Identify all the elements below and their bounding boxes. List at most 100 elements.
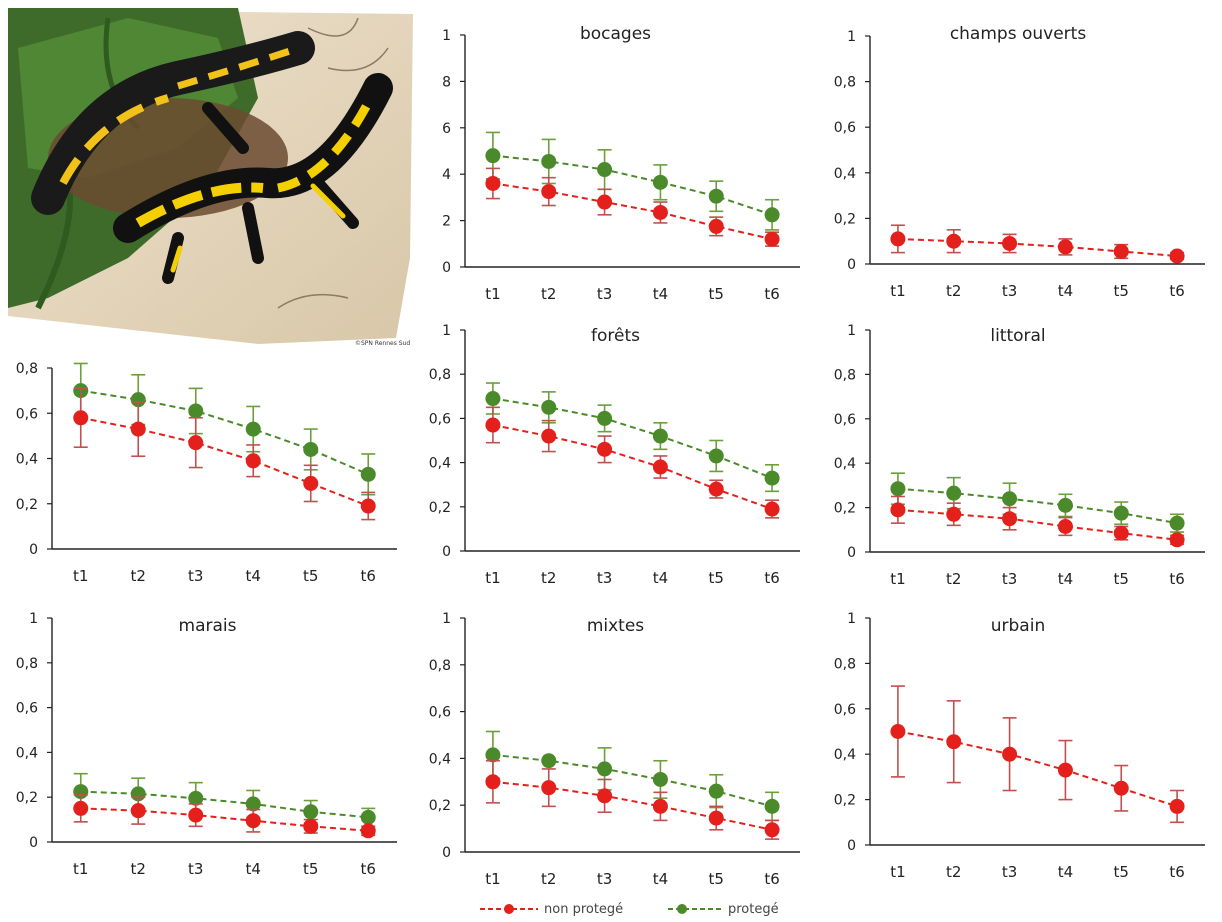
data-point-protected bbox=[541, 753, 557, 769]
data-point-non-protected bbox=[1169, 532, 1185, 548]
x-tick-label: t3 bbox=[1002, 863, 1017, 881]
series-line-non-protected bbox=[492, 780, 773, 831]
data-point-non-protected bbox=[245, 453, 261, 469]
y-tick-label: 0 bbox=[442, 544, 451, 560]
y-tick-label: 6 bbox=[442, 121, 451, 137]
x-tick-label: t2 bbox=[541, 285, 556, 303]
data-point-protected bbox=[485, 747, 501, 763]
data-point-non-protected bbox=[946, 506, 962, 522]
data-point-protected bbox=[485, 148, 501, 164]
y-tick-label: 1 bbox=[442, 28, 451, 44]
y-tick-label: 0,8 bbox=[16, 361, 38, 377]
x-tick-label: t4 bbox=[1058, 570, 1073, 588]
y-tick-label: 0 bbox=[29, 835, 38, 851]
data-point-protected bbox=[360, 466, 376, 482]
x-tick-label: t5 bbox=[709, 285, 724, 303]
x-tick-label: t6 bbox=[361, 567, 376, 585]
data-point-non-protected bbox=[1113, 780, 1129, 796]
data-point-non-protected bbox=[130, 803, 146, 819]
y-tick-label: 0,6 bbox=[16, 701, 38, 717]
chart-panel-urbain: 0 0,2 0,4 0,6 0,8 1 t1 t2 t3 t4 t5 t6 urbain bbox=[818, 598, 1218, 898]
data-point-protected bbox=[360, 809, 376, 825]
chart-panel-mixtes: 0 0,2 0,4 0,6 0,8 1 t1 t2 t3 t4 t5 t6 mixtes bbox=[418, 598, 813, 898]
data-point-protected bbox=[890, 481, 906, 497]
data-point-protected bbox=[597, 410, 613, 426]
data-point-non-protected bbox=[946, 233, 962, 249]
chart-panel-bocages: 0 2 4 6 8 1 t1 t2 t3 t4 t5 t6 bocages bbox=[418, 6, 813, 306]
x-tick-label: t5 bbox=[709, 870, 724, 888]
series-line-protected bbox=[492, 753, 773, 808]
series-line-non-protected bbox=[492, 424, 773, 510]
data-point-non-protected bbox=[303, 475, 319, 491]
data-point-protected bbox=[245, 796, 261, 812]
x-tick-label: t6 bbox=[361, 860, 376, 878]
x-tick-label: t2 bbox=[946, 570, 961, 588]
legend-protected-label: protegé bbox=[728, 902, 779, 917]
data-point-protected bbox=[303, 804, 319, 820]
data-point-non-protected bbox=[1169, 248, 1185, 264]
series-line-protected bbox=[492, 154, 773, 216]
y-tick-label: 0,2 bbox=[834, 211, 856, 227]
chart-untitled: 0 0,2 0,4 0,6 0,8 t1 t2 t3 t4 t5 t6 bbox=[16, 361, 397, 585]
data-point-non-protected bbox=[541, 428, 557, 444]
x-tick-label: t4 bbox=[653, 285, 668, 303]
data-point-non-protected bbox=[652, 798, 668, 814]
x-tick-label: t3 bbox=[597, 569, 612, 587]
y-tick-label: 0 bbox=[847, 545, 856, 561]
y-tick-label: 0,8 bbox=[834, 367, 856, 383]
x-tick-label: t4 bbox=[1058, 863, 1073, 881]
data-point-protected bbox=[764, 470, 780, 486]
x-tick-label: t1 bbox=[73, 860, 88, 878]
x-tick-label: t3 bbox=[597, 285, 612, 303]
chart-forets: 0 0,2 0,4 0,6 0,8 1 t1 t2 t3 t4 t5 t6 bbox=[429, 323, 800, 587]
y-tick-label: 0,2 bbox=[16, 497, 38, 513]
y-tick-label: 0,4 bbox=[834, 456, 856, 472]
chart-legend: non protegé protegé bbox=[478, 898, 838, 920]
y-tick-label: 0,6 bbox=[834, 702, 856, 718]
x-tick-label: t4 bbox=[246, 567, 261, 585]
y-tick-label: 0,8 bbox=[429, 367, 451, 383]
chart-champs-ouverts: 0 0,2 0,4 0,6 0,8 1 t1 t2 t3 t4 t5 t6 bbox=[834, 29, 1205, 300]
data-point-non-protected bbox=[188, 435, 204, 451]
x-tick-label: t5 bbox=[303, 860, 318, 878]
chart-littoral: 0 0,2 0,4 0,6 0,8 1 t1 t2 t3 t4 t5 t6 bbox=[834, 323, 1205, 588]
x-tick-label: t2 bbox=[946, 863, 961, 881]
x-tick-label: t3 bbox=[1002, 570, 1017, 588]
y-tick-label: 1 bbox=[847, 611, 856, 627]
data-point-protected bbox=[764, 798, 780, 814]
data-point-protected bbox=[597, 162, 613, 178]
data-point-protected bbox=[541, 153, 557, 169]
y-tick-label: 0,8 bbox=[834, 656, 856, 672]
y-tick-label: 1 bbox=[847, 29, 856, 45]
data-point-protected bbox=[708, 783, 724, 799]
data-point-protected bbox=[541, 399, 557, 415]
legend-non-protected-label: non protegé bbox=[544, 902, 624, 917]
data-point-non-protected bbox=[1002, 235, 1018, 251]
series-line-non-protected bbox=[897, 237, 1178, 258]
data-point-protected bbox=[130, 392, 146, 408]
y-tick-label: 1 bbox=[442, 323, 451, 339]
x-tick-label: t4 bbox=[653, 569, 668, 587]
x-tick-label: t4 bbox=[653, 870, 668, 888]
y-tick-label: 0,8 bbox=[16, 656, 38, 672]
x-tick-label: t5 bbox=[1114, 282, 1129, 300]
y-tick-label: 1 bbox=[847, 323, 856, 339]
data-point-protected bbox=[188, 790, 204, 806]
y-tick-label: 0,8 bbox=[429, 658, 451, 674]
y-tick-label: 0,6 bbox=[429, 411, 451, 427]
data-point-non-protected bbox=[1057, 518, 1073, 534]
chart-mixtes: 0 0,2 0,4 0,6 0,8 1 t1 t2 t3 t4 t5 t6 bbox=[429, 611, 800, 888]
x-tick-label: t4 bbox=[246, 860, 261, 878]
series-line-non-protected bbox=[897, 730, 1178, 808]
x-tick-label: t1 bbox=[890, 863, 905, 881]
chart-title: bocages bbox=[579, 24, 652, 44]
data-point-non-protected bbox=[1002, 746, 1018, 762]
data-point-protected bbox=[652, 428, 668, 444]
chart-urbain: 0 0,2 0,4 0,6 0,8 1 t1 t2 t3 t4 t5 t6 bbox=[834, 611, 1205, 881]
x-tick-label: t6 bbox=[1169, 863, 1184, 881]
data-point-protected bbox=[708, 188, 724, 204]
chart-title: urbain bbox=[990, 616, 1046, 636]
y-tick-label: 0,8 bbox=[834, 75, 856, 91]
data-point-protected bbox=[652, 174, 668, 190]
data-point-non-protected bbox=[764, 822, 780, 838]
